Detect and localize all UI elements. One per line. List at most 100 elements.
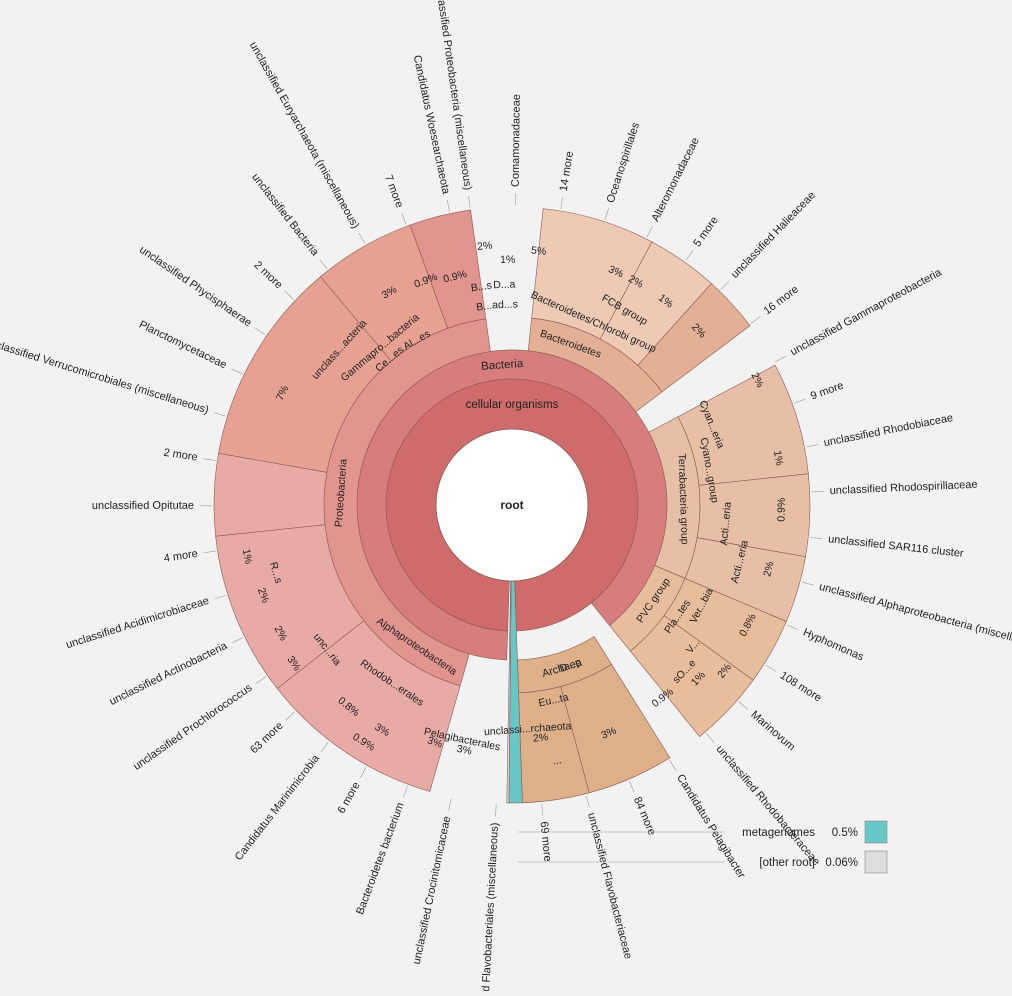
outer-label-38: unclassified Bacteria xyxy=(249,171,321,259)
outer-label-27: 63 more xyxy=(248,720,286,757)
outer-leader-17 xyxy=(706,733,714,742)
outer-label-32: unclassified Opitutae xyxy=(92,500,194,512)
outer-leader-36 xyxy=(255,328,265,335)
outer-label-14: Hyphomonas xyxy=(801,627,866,664)
outer-label-28: unclassified Prochlorococcus xyxy=(131,682,255,773)
outer-leader-29 xyxy=(232,637,243,642)
outer-leader-38 xyxy=(320,259,327,268)
outer-label-30: unclassified Acidimicrobiaceae xyxy=(65,595,211,651)
outer-leader-21 xyxy=(542,804,543,816)
outer-leader-19 xyxy=(629,781,634,792)
outer-leader-25 xyxy=(360,767,366,777)
outer-label-29: unclassified Actinobacteria xyxy=(108,640,230,708)
percent-label-29: 2% xyxy=(532,731,549,745)
outer-label-1: Comamonadaceae xyxy=(510,94,523,187)
outer-leader-20 xyxy=(586,796,589,808)
percent-label-15: 5% xyxy=(530,244,546,258)
outer-leader-14 xyxy=(787,625,798,630)
outer-label-6: unclassified Halieaceae xyxy=(729,189,818,280)
outer-label-10: unclassified Rhodobiaceae xyxy=(823,412,954,449)
outer-label-35: Planctomycetaceae xyxy=(137,319,229,372)
percent-label-22: 0.9% xyxy=(776,498,788,522)
legend-swatch-0[interactable] xyxy=(865,821,887,843)
outer-leader-22 xyxy=(496,805,497,817)
legend-layer: metagenomes 0.5% [other root] 0.06% xyxy=(518,821,887,873)
outer-leader-23 xyxy=(449,799,451,811)
percent-label-14: 1% xyxy=(500,254,515,266)
legend-label-0: metagenomes xyxy=(742,827,815,839)
percent-label-13: 2% xyxy=(477,239,493,253)
outer-label-31: 4 more xyxy=(163,548,199,565)
outer-label-24: Bacteroidetes bacterium xyxy=(354,801,407,916)
outer-leader-41 xyxy=(447,200,449,212)
outer-label-21: 69 more xyxy=(537,821,553,862)
outer-label-22: unclassified Flavobacteriales (miscellan… xyxy=(477,822,501,991)
legend-swatch-1[interactable] xyxy=(865,851,887,873)
segment-label-10: B...s xyxy=(470,280,492,295)
outer-label-3: Oceanospirillales xyxy=(605,121,643,205)
percent-label-10: 3% xyxy=(456,743,473,758)
outer-label-19: 84 more xyxy=(631,795,658,837)
outer-label-5: 5 more xyxy=(691,214,721,249)
legend-label-1: [other root] xyxy=(759,857,815,869)
outer-leader-31 xyxy=(204,551,216,553)
outer-leader-9 xyxy=(794,399,805,403)
outer-label-18: Candidatus Pelagibacter xyxy=(674,772,747,881)
outer-leader-15 xyxy=(766,665,776,671)
outer-label-16: Marinovum xyxy=(748,709,797,754)
outer-label-39: unclassified Euryarchaeota (miscellaneou… xyxy=(247,40,362,231)
outer-leader-16 xyxy=(739,702,748,710)
outer-label-13: unclassified Alphaproteobacteria (miscel… xyxy=(818,581,1012,654)
outer-leader-27 xyxy=(286,712,295,720)
outer-leader-13 xyxy=(802,582,814,585)
outer-leader-7 xyxy=(751,316,761,323)
outer-leader-24 xyxy=(403,786,407,797)
outer-leader-39 xyxy=(359,233,365,243)
outer-label-7: 16 more xyxy=(762,283,801,317)
outer-leader-26 xyxy=(321,742,328,751)
outer-leader-10 xyxy=(806,445,818,447)
outer-label-12: unclassified SAR116 cluster xyxy=(828,533,965,560)
outer-leader-6 xyxy=(721,281,729,290)
outer-label-9: 9 more xyxy=(809,380,845,403)
outer-label-8: unclassified Gammaproteobacteria xyxy=(788,266,944,358)
outer-leader-0 xyxy=(469,196,471,208)
outer-label-11: unclassified Rhodospirillaceae xyxy=(829,479,977,497)
outer-label-25: 6 more xyxy=(336,780,363,816)
outer-leader-12 xyxy=(810,537,822,538)
outer-label-37: 2 more xyxy=(251,259,284,291)
outer-leader-4 xyxy=(647,226,652,237)
outer-label-36: unclassified Phycisphaerae xyxy=(137,244,254,330)
outer-label-26: Candidatus Marinimicrobia xyxy=(233,752,323,863)
outer-leader-5 xyxy=(686,251,693,261)
outer-leader-34 xyxy=(214,413,225,417)
outer-leader-37 xyxy=(285,291,294,299)
outer-leader-18 xyxy=(670,760,676,770)
outer-leader-35 xyxy=(231,369,242,374)
outer-label-20: unclassified Flavobacteriaceae xyxy=(585,812,634,961)
center-label: root xyxy=(500,498,523,512)
segment-label-12: B... xyxy=(475,300,492,314)
label-cellular-organisms: cellular organisms xyxy=(466,399,559,411)
wedge-outer-9[interactable] xyxy=(678,365,808,485)
outer-leader-28 xyxy=(256,677,266,684)
outer-label-15: 108 more xyxy=(778,670,824,705)
segment-label-13: ad...s xyxy=(492,298,518,311)
outer-leader-3 xyxy=(605,208,609,219)
legend-value-1: 0.06% xyxy=(825,857,858,869)
outer-label-2: 14 more xyxy=(558,150,576,192)
outer-leader-2 xyxy=(561,197,563,209)
outer-leader-30 xyxy=(214,595,225,599)
segment-label-11: D...a xyxy=(493,279,516,292)
outer-leader-11 xyxy=(812,491,824,492)
outer-leader-40 xyxy=(402,213,406,224)
outer-label-40: 7 more xyxy=(382,173,405,209)
outer-leader-8 xyxy=(776,356,787,362)
outer-label-4: Alteromonadaceae xyxy=(650,136,702,224)
outer-label-23: unclassified Crocinitomicaceae xyxy=(411,815,453,965)
legend-value-0: 0.5% xyxy=(832,827,858,839)
outer-leader-33 xyxy=(203,459,215,461)
outer-label-33: 2 more xyxy=(163,447,199,464)
